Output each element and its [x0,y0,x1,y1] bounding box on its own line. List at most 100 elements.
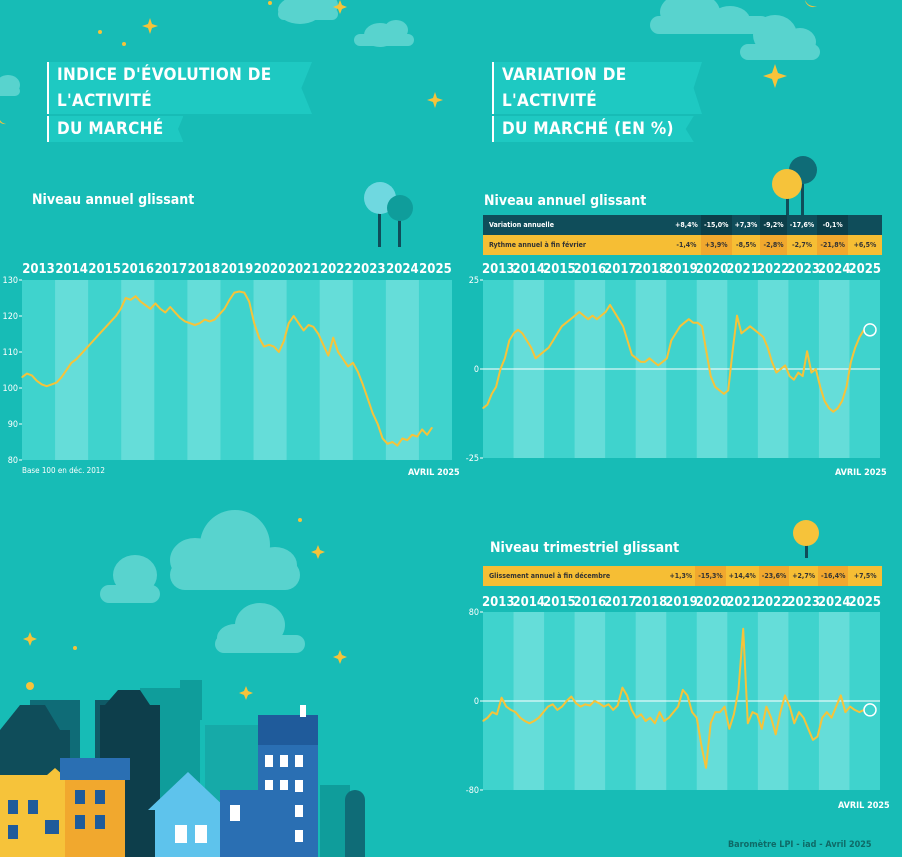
data-point [736,315,738,317]
series-line [21,290,433,447]
chart3-svg: 2013201420152016201720182019202020212022… [466,595,881,796]
table-cell: -2,7% [786,235,818,255]
data-point [194,324,196,326]
data-point [603,705,605,708]
table-row-label: Rythme annuel à fin février [483,235,672,255]
table-cell: -21,8% [817,235,848,255]
table-cell: -0,1% [817,215,848,235]
data-point [631,709,633,711]
star-icon [333,0,347,14]
data-point [747,722,749,724]
data-point [233,292,236,294]
data-point [714,711,716,713]
data-point [583,315,585,317]
data-point [607,703,610,705]
data-point [362,383,364,385]
x-tick-label: 2014 [513,595,546,610]
star-icon [333,650,347,664]
data-point [598,702,600,704]
data-point [524,720,526,722]
data-point [815,368,817,370]
data-point [733,713,735,715]
x-tick-label: 2022 [320,262,353,277]
data-point [377,423,379,425]
data-point [575,702,577,704]
x-tick-label: 2023 [787,595,820,610]
data-point [728,728,730,730]
x-tick-label: 2019 [221,262,254,277]
x-tick-label: 2025 [848,262,881,277]
data-point [762,336,764,338]
data-point [542,711,545,713]
table-cell: +1,3% [666,566,696,586]
data-point [775,371,778,374]
year-band [121,280,155,460]
data-point [556,709,558,711]
data-point [482,407,484,409]
data-point [617,704,619,707]
data-point [828,407,830,409]
data-point [770,717,772,719]
x-tick-label: 2018 [635,595,668,610]
table-cell: -1,4% [672,235,701,255]
x-tick-label: 2025 [848,595,881,610]
data-point [60,376,63,378]
data-point [830,717,833,719]
data-point [561,325,563,327]
data-point [640,361,642,363]
data-point [692,322,694,324]
data-point [382,437,384,439]
x-tick-label: 2016 [121,262,154,277]
data-point [482,720,484,722]
data-point [663,720,665,722]
table-cell: +3,9% [700,235,732,255]
y-tick-label: 0 [474,697,479,707]
data-point [110,320,112,322]
data-point [765,705,768,708]
data-point [105,326,107,328]
data-point [278,351,280,353]
table-cell: -17,6% [786,215,818,235]
data-point [179,317,181,319]
data-point [840,694,842,697]
y-tick-label: 100 [3,384,18,394]
data-point [844,711,847,713]
data-point [756,713,758,715]
data-point [55,382,58,384]
data-point [510,709,512,711]
y-tick-label: 90 [8,420,18,430]
data-point [780,368,782,370]
data-point [538,717,540,719]
chart3-month-label: AVRIL 2025 [838,801,890,811]
data-point [115,315,117,317]
data-point [75,358,77,360]
x-tick-label: 2024 [818,595,851,610]
data-point [640,713,642,715]
data-point [677,705,679,708]
data-point [21,376,23,378]
y-tick-label: -25 [466,454,479,464]
data-point [204,319,206,321]
year-band [253,280,287,460]
chart3-subtitle: Niveau trimestriel glissant [490,540,680,556]
x-tick-label: 2016 [574,262,607,277]
data-point [793,379,795,381]
data-point [784,694,786,697]
x-tick-label: 2021 [287,262,320,277]
data-point [835,705,837,708]
data-point [139,301,142,303]
data-point [723,393,725,395]
data-point [605,311,607,313]
data-point [526,339,528,342]
data-point [570,695,572,698]
data-point [36,380,38,382]
data-point [65,369,68,371]
data-point [686,694,689,697]
data-point [672,711,675,713]
table-row: Glissement annuel à fin décembre +1,3% -… [483,566,882,586]
data-point [657,364,659,367]
data-point [705,350,707,352]
data-point [658,711,661,713]
data-point [496,713,498,715]
data-point [307,324,310,326]
